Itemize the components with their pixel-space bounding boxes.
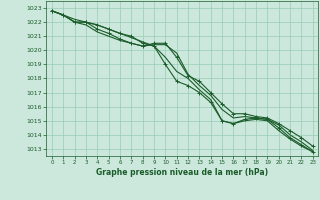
X-axis label: Graphe pression niveau de la mer (hPa): Graphe pression niveau de la mer (hPa)	[96, 168, 268, 177]
